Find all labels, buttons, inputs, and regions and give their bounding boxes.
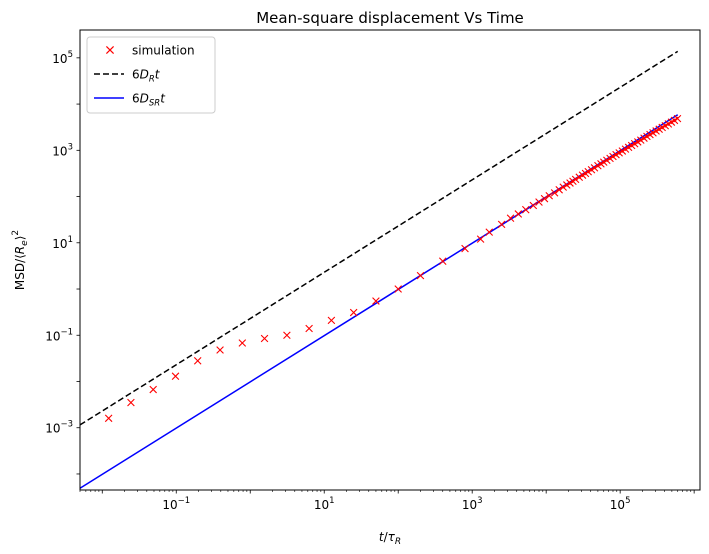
data-point xyxy=(283,331,291,340)
data-point xyxy=(485,228,494,236)
x-tick-label: 10−1 xyxy=(162,496,190,512)
y-tick-label: 10−1 xyxy=(45,327,73,343)
data-point xyxy=(238,339,247,347)
y-tick-label: 103 xyxy=(52,142,73,158)
chart-title: Mean-square displacement Vs Time xyxy=(256,9,524,27)
plot-area xyxy=(80,50,682,489)
x-tick-label: 101 xyxy=(314,496,335,512)
x-axis-label: t/τR xyxy=(379,530,401,547)
y-axis: 10−3 10−1 101 103 105 xyxy=(45,50,80,475)
data-point xyxy=(149,385,157,394)
y-tick-label: 10−3 xyxy=(45,420,73,436)
data-point xyxy=(394,285,402,293)
data-point xyxy=(327,316,336,325)
x-axis: 10−1 101 103 105 xyxy=(79,490,695,512)
data-point xyxy=(590,164,599,172)
x-tick-label: 105 xyxy=(610,496,631,512)
axes-frame xyxy=(79,29,701,491)
legend-label: simulation xyxy=(132,44,195,58)
data-point xyxy=(216,346,224,354)
data-point xyxy=(571,175,580,184)
data-point xyxy=(514,210,523,218)
y-tick-label: 105 xyxy=(52,50,73,66)
data-point xyxy=(127,398,135,407)
series-markers xyxy=(104,114,682,423)
legend-label: 6DSRt xyxy=(132,92,166,109)
data-point xyxy=(193,357,202,365)
legend-item: 6DRt xyxy=(94,68,161,85)
data-point xyxy=(349,308,358,317)
data-point xyxy=(521,205,530,214)
data-point xyxy=(673,114,682,123)
data-point xyxy=(545,191,554,200)
legend-item: 6DSRt xyxy=(94,92,166,109)
data-point xyxy=(535,198,543,206)
data-point xyxy=(476,235,485,243)
data-point xyxy=(260,334,269,343)
data-point xyxy=(529,201,538,210)
series-line-1 xyxy=(80,50,679,426)
data-point xyxy=(540,194,549,203)
legend-label: 6DRt xyxy=(132,68,161,85)
data-point xyxy=(104,414,113,423)
legend-marker xyxy=(105,45,115,55)
data-point xyxy=(438,257,447,265)
data-point xyxy=(497,220,506,229)
y-tick-label: 101 xyxy=(52,235,73,251)
x-tick-label: 103 xyxy=(462,496,483,512)
legend: simulation 6DRt 6DSRt xyxy=(86,36,216,114)
data-point xyxy=(550,189,559,197)
data-point xyxy=(555,186,563,194)
data-point xyxy=(461,244,469,253)
data-point xyxy=(416,271,425,280)
legend-box xyxy=(86,36,216,114)
legend-item: simulation xyxy=(105,44,195,58)
y-axis-label: MSD/⟨Re⟩2 xyxy=(11,230,30,290)
data-point xyxy=(559,183,568,191)
data-point xyxy=(372,297,380,305)
data-point xyxy=(305,324,313,333)
data-point xyxy=(171,372,180,381)
data-point xyxy=(506,214,515,222)
